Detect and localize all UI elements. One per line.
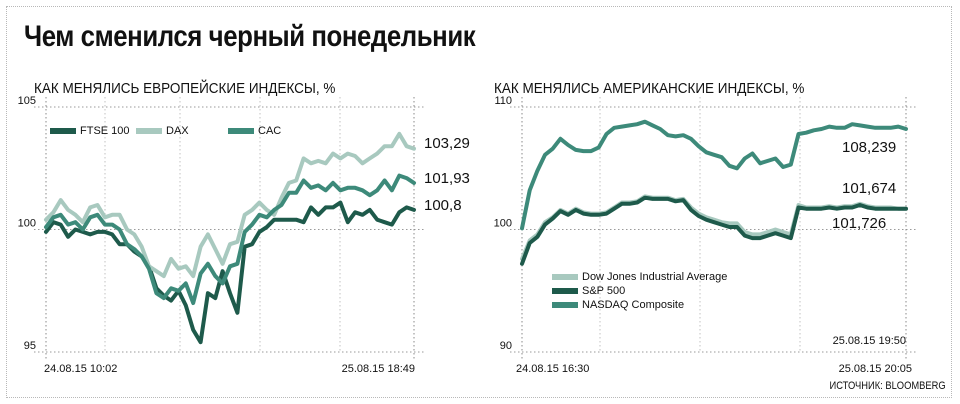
series-line [44,200,416,345]
series-line [520,195,908,266]
series-end-label: 103,29 [424,135,470,152]
legend-swatch [552,288,578,294]
y-tick-label: 110 [494,95,512,107]
x-tick-label: 24.08.15 16:30 [516,363,589,375]
series-end-label: 100,8 [424,197,462,214]
series-line [44,131,416,279]
y-tick-label: 100 [18,218,36,230]
marker-label: 25.08.15 19:50 [833,335,906,347]
chart-title-us: КАК МЕНЯЛИСЬ АМЕРИКАНСКИЕ ИНДЕКСЫ, % [494,80,805,97]
x-tick-label: 25.08.15 18:49 [342,363,415,375]
headline: Чем сменился черный понедельник [24,20,476,53]
legend-label: FTSE 100 [80,125,130,137]
legend-swatch [552,302,578,308]
series-line [44,173,416,305]
y-tick-label: 95 [24,340,36,352]
series-line [520,119,908,231]
legend-swatch [50,128,76,134]
legend-swatch [228,128,254,134]
legend-swatch [136,128,162,134]
legend-label: DAX [166,125,189,137]
source-note: ИСТОЧНИК: BLOOMBERG [829,380,946,392]
y-tick-label: 105 [18,95,36,107]
legend-swatch [552,274,578,280]
series-end-label: 108,239 [842,139,896,156]
y-tick-label: 100 [494,218,512,230]
series-end-label: 101,726 [832,215,886,232]
chart-title-europe: КАК МЕНЯЛИСЬ ЕВРОПЕЙСКИЕ ИНДЕКСЫ, % [34,80,336,97]
series-end-label: 101,93 [424,170,470,187]
legend-label: S&P 500 [582,285,625,297]
series-end-label: 101,674 [842,180,896,197]
legend-label: NASDAQ Composite [582,299,684,311]
legend-label: CAC [258,125,281,137]
page-border [6,6,952,398]
x-tick-label: 24.08.15 10:02 [44,363,117,375]
y-tick-label: 90 [500,340,512,352]
legend-label: Dow Jones Industrial Average [582,271,727,283]
x-tick-label: 25.08.15 20:05 [839,363,912,375]
